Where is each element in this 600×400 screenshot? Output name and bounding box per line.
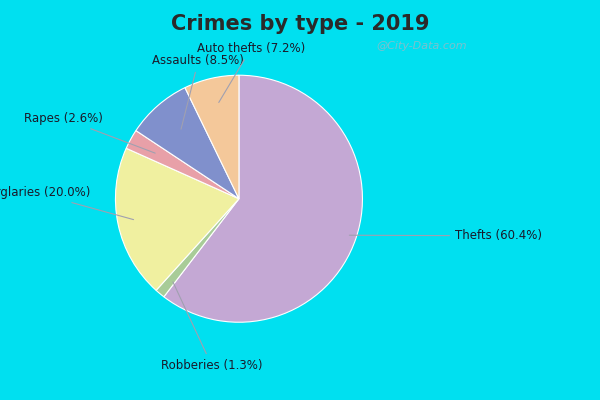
Text: Burglaries (20.0%): Burglaries (20.0%) [0, 186, 134, 220]
Text: @City-Data.com: @City-Data.com [377, 41, 467, 51]
Wedge shape [115, 148, 239, 290]
Text: Rapes (2.6%): Rapes (2.6%) [24, 112, 155, 153]
Text: Robberies (1.3%): Robberies (1.3%) [161, 282, 263, 372]
Wedge shape [156, 199, 239, 297]
Wedge shape [136, 88, 239, 199]
Text: Assaults (8.5%): Assaults (8.5%) [152, 54, 244, 129]
Text: Thefts (60.4%): Thefts (60.4%) [349, 229, 542, 242]
Text: Auto thefts (7.2%): Auto thefts (7.2%) [197, 42, 305, 102]
Text: Crimes by type - 2019: Crimes by type - 2019 [171, 14, 429, 34]
Wedge shape [164, 75, 362, 322]
Wedge shape [185, 75, 239, 199]
Wedge shape [126, 131, 239, 199]
